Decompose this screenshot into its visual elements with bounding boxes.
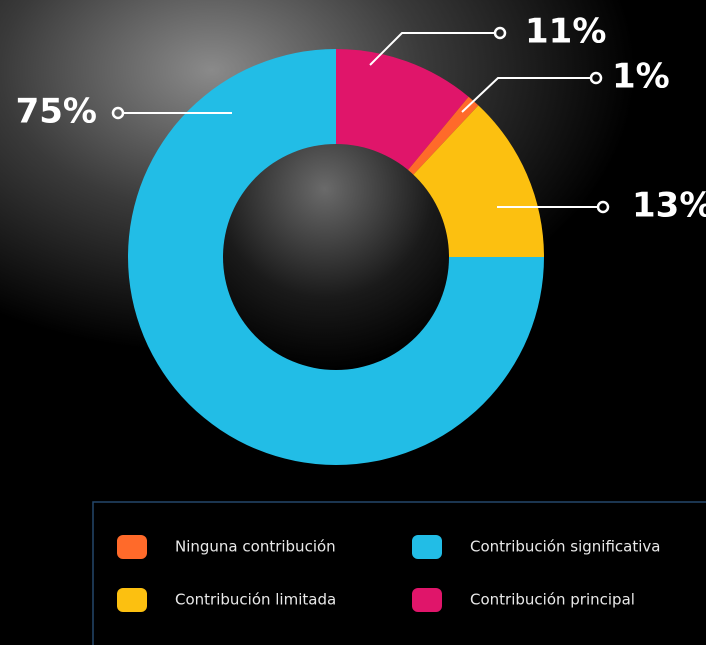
legend-swatch [117, 535, 147, 559]
value-label: 13% [632, 186, 706, 226]
legend-swatch [412, 588, 442, 612]
legend-swatch [117, 588, 147, 612]
legend-swatch [412, 535, 442, 559]
value-label: 1% [612, 57, 670, 97]
legend-label: Contribución limitada [175, 591, 336, 609]
page: {"chart_data": {"type": "pie", "categori… [0, 0, 706, 645]
legend-label: Contribución principal [470, 591, 635, 609]
value-label: 75% [16, 92, 97, 132]
donut-hole [223, 144, 449, 370]
chart: 11%1% 13% 75% Contribución principal Ningun… [0, 0, 706, 645]
legend-label: Contribución significativa [470, 538, 660, 556]
legend-label: Ninguna contribución [175, 538, 336, 556]
value-label: 11% [525, 12, 606, 52]
